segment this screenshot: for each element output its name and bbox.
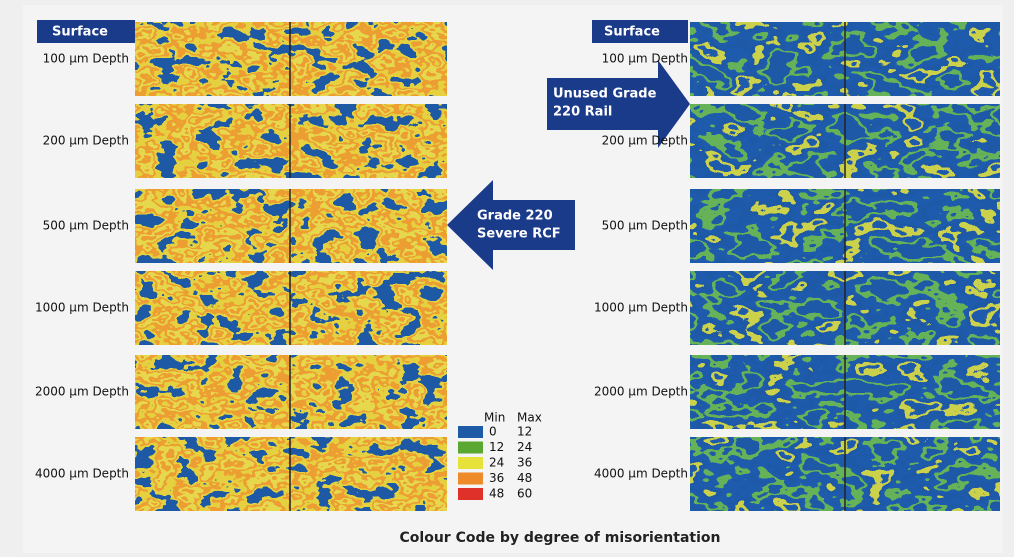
legend-swatch: [458, 426, 483, 438]
map-strip: [135, 104, 447, 178]
map-strip: [135, 22, 447, 96]
map-strip: [135, 355, 447, 429]
legend-min: 0: [489, 425, 497, 439]
arrow-right: [547, 60, 690, 148]
legend-swatch: [458, 488, 483, 500]
legend-header: Max: [517, 411, 542, 425]
depth-label: 4000 μm Depth: [594, 467, 688, 481]
depth-label: 1000 μm Depth: [35, 301, 129, 315]
legend-max: 36: [517, 456, 532, 470]
map-strip: [135, 271, 447, 345]
legend-swatch: [458, 441, 483, 454]
surface-badge: [37, 20, 135, 43]
arrow-text: Grade 220: [477, 209, 553, 224]
legend-min: 24: [489, 456, 504, 470]
depth-label: 500 μm Depth: [43, 219, 129, 233]
arrow-text: Severe RCF: [477, 227, 561, 242]
legend-header: Min: [484, 411, 505, 425]
arrow-text: Unused Grade: [553, 87, 657, 102]
arrow-left: [447, 180, 575, 270]
legend-swatch: [458, 457, 483, 469]
legend-max: 60: [517, 487, 532, 501]
legend-max: 12: [517, 425, 532, 439]
depth-label: 500 μm Depth: [602, 219, 688, 233]
depth-label: 100 μm Depth: [602, 52, 688, 66]
legend-min: 48: [489, 487, 504, 501]
depth-label: 200 μm Depth: [43, 134, 129, 148]
surface-label: Surface: [604, 25, 660, 40]
depth-label: 1000 μm Depth: [594, 301, 688, 315]
legend-max: 24: [517, 440, 532, 454]
depth-label: 2000 μm Depth: [594, 385, 688, 399]
surface-label: Surface: [52, 25, 108, 40]
map-strip: [135, 437, 447, 511]
arrow-text: 220 Rail: [553, 105, 612, 120]
legend-min: 36: [489, 471, 504, 485]
map-strip: [135, 189, 447, 263]
depth-label: 2000 μm Depth: [35, 385, 129, 399]
strips: [135, 22, 1000, 511]
legend-min: 12: [489, 440, 504, 454]
legend-swatch: [458, 472, 483, 485]
depth-label: 100 μm Depth: [43, 52, 129, 66]
caption: Colour Code by degree of misorientation: [400, 530, 721, 546]
depth-label: 4000 μm Depth: [35, 467, 129, 481]
legend-max: 48: [517, 471, 532, 485]
surface-badge: [592, 20, 688, 43]
depth-label: 200 μm Depth: [602, 134, 688, 148]
